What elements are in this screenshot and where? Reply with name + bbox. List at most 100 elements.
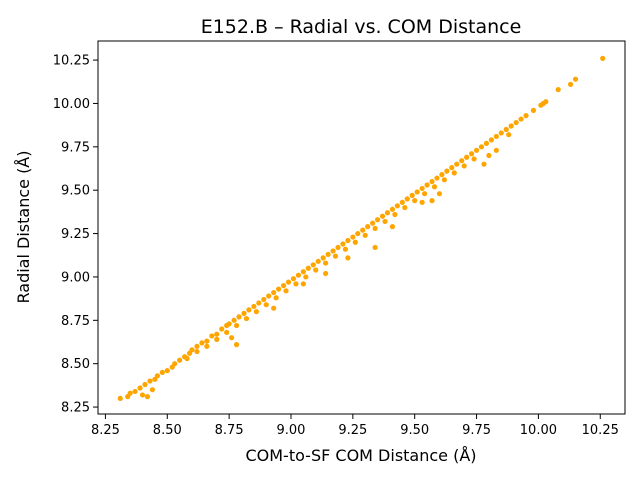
scatter-point [399, 199, 405, 205]
scatter-point [303, 274, 309, 280]
scatter-point [293, 281, 299, 287]
scatter-point [600, 55, 606, 61]
scatter-point [473, 147, 480, 153]
scatter-point [214, 336, 220, 342]
scatter-point [305, 265, 311, 271]
scatter-point [461, 163, 467, 169]
scatter-point [365, 224, 371, 230]
scatter-point [360, 227, 366, 233]
y-tick-label: 10.25 [53, 54, 90, 69]
scatter-point [313, 267, 319, 273]
scatter-point [439, 171, 445, 178]
scatter-point [253, 309, 259, 315]
x-axis-label: COM-to-SF COM Distance (Å) [245, 446, 476, 465]
scatter-point [424, 182, 430, 188]
scatter-point [486, 152, 492, 159]
scatter-point [219, 326, 225, 332]
scatter-point [127, 390, 133, 396]
scatter-point [224, 329, 230, 336]
scatter-point [345, 237, 351, 244]
scatter-point [483, 140, 490, 146]
scatter-point [285, 279, 292, 285]
scatter-point [493, 147, 499, 153]
scatter-point [352, 239, 358, 245]
y-axis-label: Radial Distance (Å) [14, 151, 33, 304]
scatter-point [256, 300, 262, 306]
scatter-point [471, 156, 477, 162]
scatter-point [271, 289, 277, 296]
scatter-point [283, 288, 289, 294]
x-axis: 8.25 8.50 8.75 9.00 9.25 9.50 9.75 10.00 10.25 [91, 414, 619, 438]
scatter-point [320, 255, 326, 261]
scatter-point [431, 184, 438, 190]
scatter-point [572, 76, 579, 82]
scatter-point [300, 281, 306, 287]
x-tick-label: 9.00 [277, 423, 306, 438]
scatter-point [342, 246, 349, 252]
scatter-point [340, 241, 346, 247]
scatter-point [530, 107, 537, 113]
scatter-point [441, 177, 447, 183]
y-tick-label: 8.75 [61, 314, 90, 329]
scatter-point [147, 378, 153, 384]
scatter-point [261, 296, 267, 303]
scatter-point [506, 132, 512, 138]
scatter-point [419, 199, 425, 205]
scatter-point [164, 368, 170, 374]
scatter-point [384, 210, 391, 216]
scatter-point [350, 234, 356, 240]
scatter-point [117, 395, 123, 401]
scatter-point [412, 198, 418, 204]
scatter-point [315, 258, 321, 264]
scatter-point [266, 293, 272, 299]
scatter-point [204, 343, 210, 349]
scatter-point [523, 113, 529, 119]
scatter-point [243, 315, 250, 322]
scatter-point [194, 348, 200, 355]
scatter-point [481, 161, 487, 167]
scatter-point [189, 347, 195, 353]
scatter-point [454, 161, 460, 167]
scatter-point [355, 230, 361, 237]
y-tick-label: 9.50 [61, 184, 90, 199]
scatter-point [419, 185, 425, 192]
scatter-point [159, 369, 165, 375]
plot-area-frame [97, 40, 626, 415]
scatter-point [498, 130, 504, 136]
scatter-point [345, 255, 351, 261]
scatter-point [132, 388, 138, 395]
x-tick-label: 9.50 [400, 423, 429, 438]
scatter-point [372, 225, 378, 231]
scatter-point [241, 310, 247, 316]
scatter-point [434, 175, 440, 181]
y-tick-label: 8.25 [61, 401, 90, 416]
scatter-point [172, 361, 178, 367]
x-tick-label: 8.25 [91, 423, 120, 438]
scatter-point [271, 305, 277, 311]
scatter-point [543, 99, 549, 105]
scatter-point [233, 342, 240, 348]
scatter-point [429, 198, 435, 204]
scatter-point [226, 321, 232, 327]
scatter-point [273, 295, 279, 301]
scatter-point [382, 218, 388, 225]
scatter-point [362, 232, 368, 238]
scatter-point [464, 154, 470, 160]
scatter-point [421, 191, 428, 197]
scatter-point [142, 381, 148, 388]
scatter-point [325, 251, 331, 257]
scatter-point [263, 302, 269, 308]
x-tick-label: 9.25 [338, 423, 367, 438]
x-tick-label: 8.75 [215, 423, 244, 438]
scatter-point [451, 170, 457, 176]
scatter-point [436, 191, 443, 197]
scatter-point [323, 260, 329, 266]
y-tick-label: 9.00 [61, 270, 90, 285]
chart-title: E152.B – Radial vs. COM Distance [201, 16, 522, 38]
scatter-point [409, 192, 415, 198]
scatter-point [290, 276, 297, 282]
scatter-point [394, 203, 400, 209]
scatter-point [332, 253, 339, 259]
scatter-point [139, 392, 146, 398]
